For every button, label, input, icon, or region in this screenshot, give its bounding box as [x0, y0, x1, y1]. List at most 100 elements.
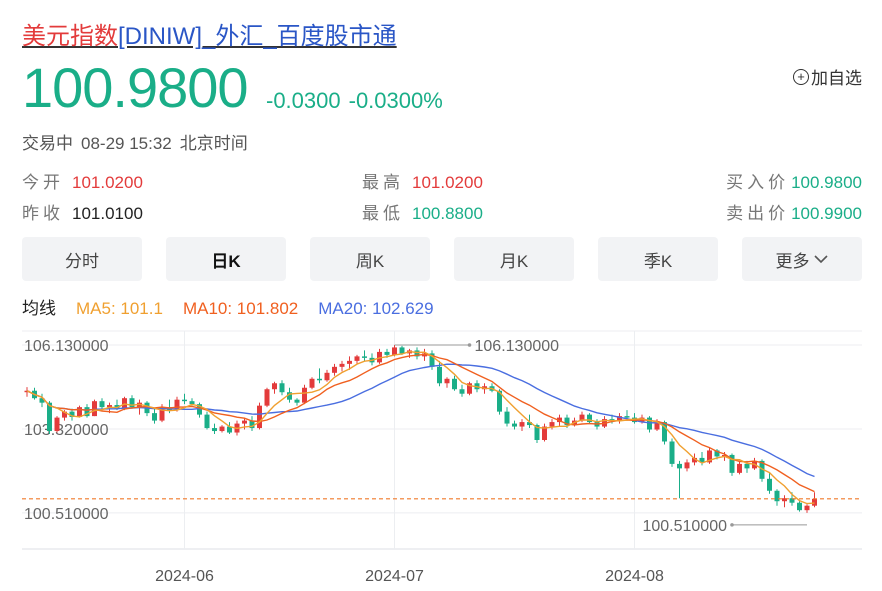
open-value: 101.0200: [72, 173, 143, 192]
candle: [287, 392, 292, 400]
candle: [264, 389, 270, 406]
candle: [332, 366, 337, 373]
candle: [242, 420, 247, 424]
quote-bid: 买入价 100.9800: [726, 168, 862, 193]
trading-status: 交易中 08-29 15:32 北京时间: [22, 129, 256, 154]
chevron-down-icon: [813, 255, 828, 264]
ma20-value: MA20: 102.629: [318, 299, 434, 318]
candle: [362, 356, 367, 358]
prev-value: 101.0100: [72, 204, 143, 223]
x-tick-label: 2024-06: [155, 568, 214, 585]
candle: [204, 414, 210, 429]
candle: [714, 450, 720, 457]
candle: [227, 426, 232, 433]
tab-monthly-k[interactable]: 月K: [454, 237, 574, 281]
candle: [519, 422, 525, 427]
candle: [512, 423, 517, 427]
tab-weekly-k[interactable]: 周K: [310, 237, 430, 281]
candle: [347, 360, 352, 364]
candle: [767, 478, 772, 491]
y-tick-label: 106.130000: [24, 338, 109, 355]
tab-intraday[interactable]: 分时: [22, 237, 142, 281]
candle: [309, 378, 315, 388]
quote-open: 今开 101.0200: [22, 168, 143, 193]
candle: [69, 411, 75, 418]
candle: [377, 351, 382, 363]
ma-legend-title: 均线: [22, 299, 56, 318]
add-favorite-button[interactable]: + 加自选: [793, 64, 862, 89]
tab-more[interactable]: 更多: [742, 237, 862, 281]
candle: [692, 457, 697, 463]
tab-more-label: 更多: [775, 251, 810, 271]
add-favorite-label: 加自选: [811, 69, 862, 88]
candle: [654, 422, 660, 430]
candle: [107, 405, 112, 408]
candle: [534, 425, 540, 440]
candle: [542, 426, 547, 440]
candle: [579, 414, 585, 421]
quote-high: 最高 101.0200: [362, 168, 483, 193]
quote-prev-close: 昨收 101.0100: [22, 199, 143, 224]
candle: [647, 417, 652, 430]
candle: [189, 401, 195, 405]
candle: [279, 383, 285, 393]
candle: [257, 405, 262, 429]
candle: [557, 417, 562, 423]
candle: [782, 498, 787, 502]
candle: [302, 387, 307, 403]
candle: [182, 399, 187, 402]
page-title[interactable]: 美元指数[DINIW]_外汇_百度股市通: [22, 16, 397, 51]
tab-daily-k[interactable]: 日K: [166, 237, 286, 281]
bid-label: 买入价: [726, 173, 790, 192]
high-value: 101.0200: [412, 173, 483, 192]
candle: [272, 383, 277, 390]
candle: [354, 356, 360, 361]
candle: [47, 402, 52, 432]
candle: [444, 378, 450, 384]
ma10-value: MA10: 101.802: [182, 299, 299, 318]
candle: [384, 351, 390, 355]
candle: [129, 398, 135, 408]
low-label: 最低: [362, 204, 404, 223]
candle: [617, 416, 622, 421]
current-price: 100.9800: [22, 56, 249, 119]
ask-value: 100.9900: [791, 204, 862, 223]
candle: [797, 502, 802, 511]
moving-average-lines: [26, 350, 815, 505]
candle: [54, 417, 60, 432]
candle: [152, 413, 157, 421]
price-change: -0.0300 -0.0300%: [266, 88, 451, 114]
candle: [84, 407, 90, 417]
candle: [392, 347, 397, 355]
y-tick-label: 103.320000: [24, 422, 109, 439]
candle: [812, 498, 817, 506]
candle: [737, 463, 742, 473]
tab-quarterly-k[interactable]: 季K: [598, 237, 718, 281]
ma5-value: MA5: 101.1: [76, 299, 163, 318]
candle: [744, 463, 750, 469]
x-tick-label: 2024-08: [605, 568, 664, 585]
candle: [414, 350, 420, 357]
candle: [317, 378, 322, 381]
candle: [684, 462, 690, 469]
chart-overlay: 106.130000 100.510000: [22, 338, 862, 535]
candle: [437, 366, 442, 384]
ask-label: 卖出价: [726, 204, 790, 223]
status-datetime: 08-29 15:32: [81, 134, 172, 153]
candle: [662, 422, 667, 442]
candle: [294, 399, 300, 403]
candle: [624, 416, 630, 418]
candle: [249, 420, 255, 429]
candle: [669, 441, 675, 464]
candle: [174, 399, 180, 411]
candle: [504, 411, 510, 424]
candle: [429, 353, 435, 367]
index-name[interactable]: 美元指数: [22, 23, 118, 50]
max-annotation-dot: [467, 343, 472, 347]
low-value: 100.8800: [412, 204, 483, 223]
open-label: 今开: [22, 173, 64, 192]
candle: [804, 505, 810, 511]
candle: [197, 404, 202, 415]
title-rest[interactable]: [DINIW]_外汇_百度股市通: [118, 23, 397, 50]
